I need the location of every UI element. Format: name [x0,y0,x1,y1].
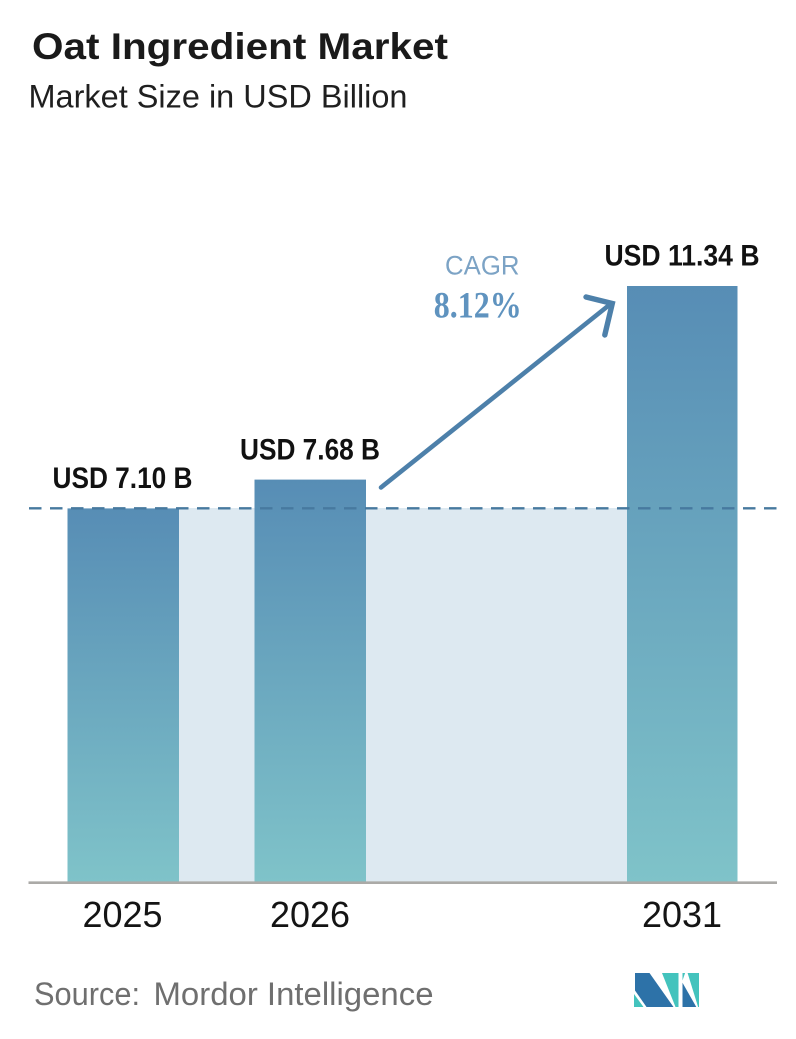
svg-text:USD 7.10 B: USD 7.10 B [53,462,193,495]
svg-text:2026: 2026 [270,894,350,935]
svg-text:USD 7.68 B: USD 7.68 B [240,434,380,467]
svg-text:Oat Ingredient Market: Oat Ingredient Market [32,25,449,67]
svg-text:2025: 2025 [83,894,163,935]
svg-text:Source:: Source: [34,976,140,1012]
svg-text:8.12%: 8.12% [434,286,522,327]
svg-text:CAGR: CAGR [445,250,520,280]
svg-text:Market Size in USD Billion: Market Size in USD Billion [29,79,408,115]
svg-text:Mordor Intelligence: Mordor Intelligence [154,976,434,1012]
svg-text:2031: 2031 [642,894,722,935]
svg-text:USD 11.34 B: USD 11.34 B [605,240,760,273]
